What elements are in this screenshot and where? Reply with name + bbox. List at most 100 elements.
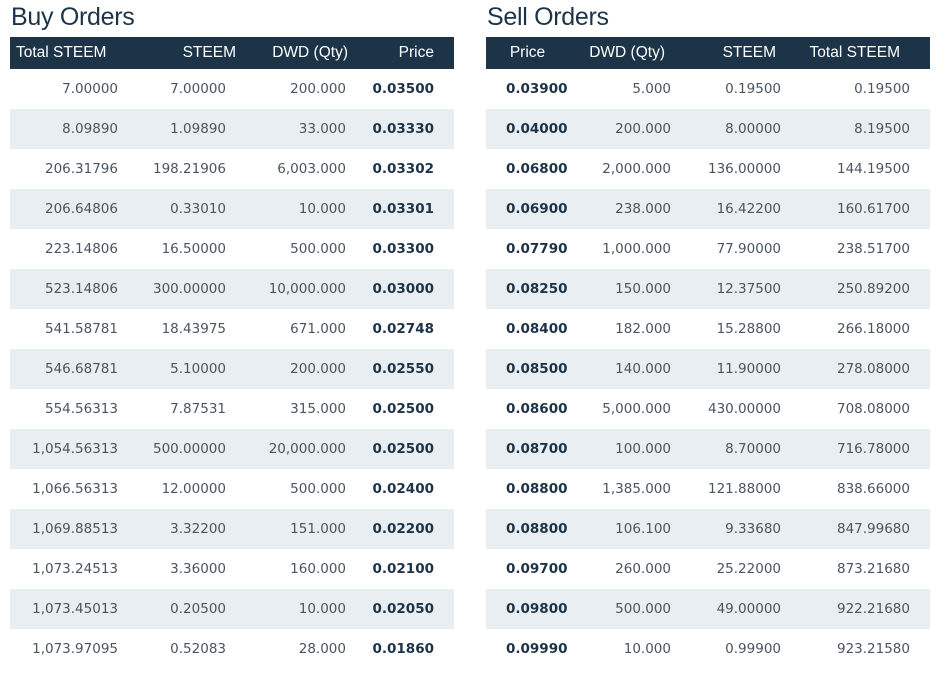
steem-cell: 8.70000 [725,441,781,457]
buy-orders-title: Buy Orders [11,3,135,31]
col-steem: STEEM [182,44,236,61]
price-cell: 0.09700 [506,561,568,577]
dwd-qty-cell: 500.000 [615,601,671,617]
price-cell: 0.09800 [506,601,568,617]
price-cell: 0.08500 [506,361,568,377]
buy-order-row[interactable]: 7.00000 7.00000 200.000 0.03500 [10,69,454,109]
steem-cell: 198.21906 [152,161,226,177]
col-total-steem: Total STEEM [16,44,107,61]
dwd-qty-cell: 5,000.000 [602,401,671,417]
total-steem-cell: 554.56313 [44,401,118,417]
steem-cell: 25.22000 [716,561,781,577]
price-cell: 0.03000 [372,281,435,297]
price-cell: 0.03330 [372,121,435,137]
sell-order-row[interactable]: 0.06900 238.000 16.42200 160.61700 [486,189,930,229]
buy-order-row[interactable]: 1,073.45013 0.20500 10.000 0.02050 [10,589,454,629]
dwd-qty-cell: 2,000.000 [602,161,671,177]
price-cell: 0.03900 [506,81,568,97]
dwd-qty-cell: 238.000 [615,201,671,217]
price-cell: 0.07790 [506,241,568,257]
steem-cell: 300.00000 [152,281,226,297]
steem-cell: 0.52083 [170,641,226,657]
dwd-qty-cell: 10.000 [623,641,671,657]
steem-cell: 121.88000 [707,481,781,497]
buy-orders-header-row: Total STEEM STEEM DWD (Qty) Price [10,37,454,69]
col-price: Price [398,44,434,61]
dwd-qty-cell: 140.000 [615,361,671,377]
sell-order-row[interactable]: 0.04000 200.000 8.00000 8.19500 [486,109,930,149]
sell-order-row[interactable]: 0.03900 5.000 0.19500 0.19500 [486,69,930,109]
price-cell: 0.08600 [506,401,568,417]
total-steem-cell: 250.89200 [836,281,910,297]
sell-order-row[interactable]: 0.09700 260.000 25.22000 873.21680 [486,549,930,589]
buy-order-row[interactable]: 1,054.56313 500.00000 20,000.000 0.02500 [10,429,454,469]
sell-order-row[interactable]: 0.09990 10.000 0.99900 923.21580 [486,629,930,669]
total-steem-cell: 1,054.56313 [32,441,118,457]
sell-order-row[interactable]: 0.08800 1,385.000 121.88000 838.66000 [486,469,930,509]
total-steem-cell: 8.09890 [62,121,118,137]
steem-cell: 8.00000 [725,121,781,137]
price-cell: 0.02550 [372,361,435,377]
buy-order-row[interactable]: 1,073.24513 3.36000 160.000 0.02100 [10,549,454,589]
sell-order-row[interactable]: 0.09800 500.000 49.00000 922.21680 [486,589,930,629]
buy-order-row[interactable]: 1,066.56313 12.00000 500.000 0.02400 [10,469,454,509]
steem-cell: 430.00000 [707,401,781,417]
col-total-steem: Total STEEM [809,44,900,61]
steem-cell: 3.36000 [170,561,226,577]
steem-cell: 5.10000 [170,361,226,377]
buy-order-row[interactable]: 206.31796 198.21906 6,003.000 0.03302 [10,149,454,189]
steem-cell: 16.42200 [716,201,781,217]
steem-cell: 16.50000 [161,241,226,257]
sell-order-row[interactable]: 0.08250 150.000 12.37500 250.89200 [486,269,930,309]
sell-orders-table: Price DWD (Qty) STEEM Total STEEM 0.0390… [486,37,930,669]
total-steem-cell: 847.99680 [836,521,910,537]
dwd-qty-cell: 6,003.000 [277,161,346,177]
steem-cell: 7.87531 [170,401,226,417]
price-cell: 0.01860 [372,641,435,657]
price-cell: 0.02500 [372,401,435,417]
total-steem-cell: 546.68781 [44,361,118,377]
dwd-qty-cell: 182.000 [615,321,671,337]
sell-order-row[interactable]: 0.08600 5,000.000 430.00000 708.08000 [486,389,930,429]
steem-cell: 0.33010 [170,201,226,217]
buy-order-row[interactable]: 223.14806 16.50000 500.000 0.03300 [10,229,454,269]
sell-orders-title: Sell Orders [487,3,609,31]
buy-order-row[interactable]: 554.56313 7.87531 315.000 0.02500 [10,389,454,429]
total-steem-cell: 278.08000 [836,361,910,377]
col-steem: STEEM [722,44,776,61]
steem-cell: 49.00000 [716,601,781,617]
dwd-qty-cell: 500.000 [290,241,346,257]
buy-order-row[interactable]: 546.68781 5.10000 200.000 0.02550 [10,349,454,389]
buy-order-row[interactable]: 206.64806 0.33010 10.000 0.03301 [10,189,454,229]
buy-order-row[interactable]: 541.58781 18.43975 671.000 0.02748 [10,309,454,349]
buy-order-row[interactable]: 1,073.97095 0.52083 28.000 0.01860 [10,629,454,669]
total-steem-cell: 8.19500 [854,121,910,137]
steem-cell: 7.00000 [170,81,226,97]
price-cell: 0.09990 [506,641,568,657]
buy-orders-panel: Buy Orders Total STEEM STEEM DWD (Qty) P… [10,0,454,669]
buy-order-row[interactable]: 523.14806 300.00000 10,000.000 0.03000 [10,269,454,309]
steem-cell: 12.37500 [716,281,781,297]
total-steem-cell: 7.00000 [62,81,118,97]
dwd-qty-cell: 151.000 [290,521,346,537]
buy-order-row[interactable]: 8.09890 1.09890 33.000 0.03330 [10,109,454,149]
col-dwd-qty: DWD (Qty) [272,44,348,61]
sell-order-row[interactable]: 0.08800 106.100 9.33680 847.99680 [486,509,930,549]
total-steem-cell: 160.61700 [836,201,910,217]
sell-order-row[interactable]: 0.08500 140.000 11.90000 278.08000 [486,349,930,389]
buy-orders-table: Total STEEM STEEM DWD (Qty) Price 7.0000… [10,37,454,669]
sell-order-row[interactable]: 0.08700 100.000 8.70000 716.78000 [486,429,930,469]
sell-order-row[interactable]: 0.06800 2,000.000 136.00000 144.19500 [486,149,930,189]
price-cell: 0.08400 [506,321,568,337]
dwd-qty-cell: 20,000.000 [268,441,346,457]
price-cell: 0.02748 [372,321,435,337]
dwd-qty-cell: 200.000 [290,361,346,377]
price-cell: 0.03300 [372,241,435,257]
col-dwd-qty: DWD (Qty) [589,44,665,61]
sell-order-row[interactable]: 0.08400 182.000 15.28800 266.18000 [486,309,930,349]
sell-order-row[interactable]: 0.07790 1,000.000 77.90000 238.51700 [486,229,930,269]
total-steem-cell: 206.31796 [44,161,118,177]
total-steem-cell: 838.66000 [836,481,910,497]
buy-order-row[interactable]: 1,069.88513 3.32200 151.000 0.02200 [10,509,454,549]
price-cell: 0.04000 [506,121,568,137]
